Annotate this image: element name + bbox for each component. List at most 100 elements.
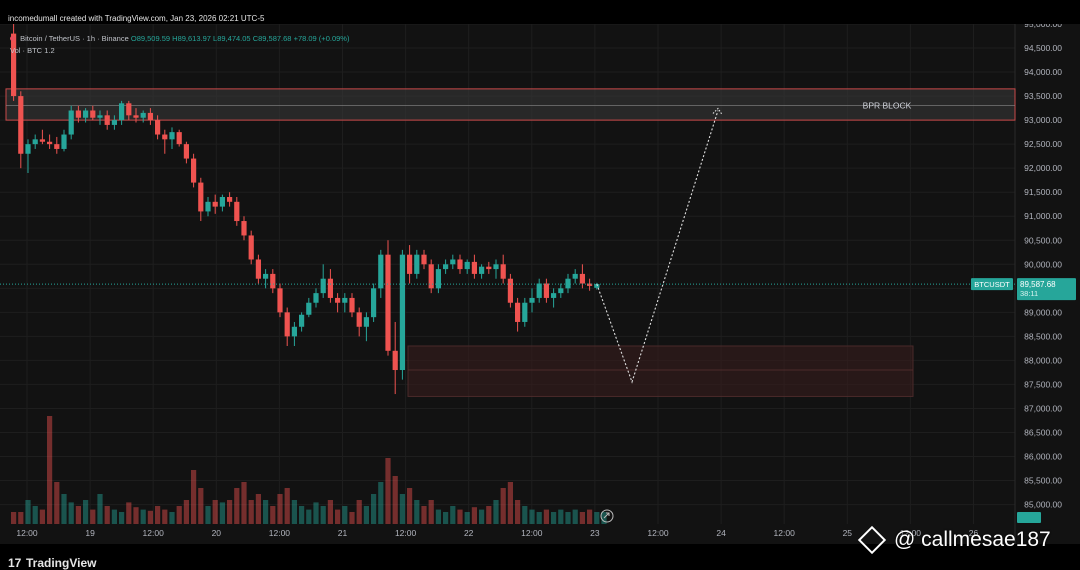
candle-body [11, 33, 17, 97]
candle-body [320, 278, 326, 294]
volume-bar [471, 507, 477, 524]
volume-bar [126, 502, 132, 524]
candle-body [169, 132, 175, 140]
candle-body [147, 112, 153, 121]
volume-bar [507, 482, 513, 524]
legend-close: C89,587.68 [252, 34, 292, 43]
volume-bar [227, 500, 233, 524]
candle-body [83, 110, 89, 118]
candle-body [162, 134, 168, 140]
volume-bar [378, 482, 384, 524]
volume-bar [104, 506, 110, 524]
candle-body [263, 273, 269, 279]
volume-bar [543, 509, 549, 524]
chart-area[interactable]: 95,000.00 94,500.00 94,000.00 93,500.00 93,0… [0, 24, 1080, 544]
volume-bar [11, 512, 17, 524]
watermark-text: @ callmesae187 [894, 528, 1051, 551]
current-price-tag[interactable] [1017, 278, 1076, 301]
go-to-realtime-icon[interactable] [600, 509, 614, 523]
candle-body [371, 288, 377, 318]
volume-bar [486, 506, 492, 524]
candle-body [385, 254, 391, 351]
binance-diamond-icon [857, 525, 887, 555]
candle-body [356, 312, 362, 327]
candle-body [471, 261, 477, 274]
volume-bar [83, 500, 89, 524]
volume-bar [457, 509, 463, 524]
candle-body [255, 259, 261, 279]
candle-body [486, 266, 492, 270]
candle-body [39, 139, 45, 142]
candle-body [219, 197, 225, 207]
candle-body [529, 297, 535, 303]
time-axis-label: 20 [212, 528, 222, 538]
price-chart[interactable]: 95,000.00 94,500.00 94,000.00 93,500.00 93,0… [0, 24, 1080, 544]
price-countdown: 38:11 [1020, 289, 1038, 298]
price-axis-label: 90,500.00 [1024, 235, 1062, 245]
volume-bar [61, 494, 67, 524]
candle-body [313, 293, 319, 303]
volume-bar [392, 476, 398, 524]
legend-open: O89,509.59 [130, 34, 171, 43]
candle-body [407, 254, 413, 274]
candle-body [191, 158, 197, 183]
volume-bar [421, 506, 427, 524]
candle-body [587, 283, 593, 286]
time-axis-label: 12:00 [647, 528, 669, 538]
volume-bar [68, 502, 74, 524]
volume-bar [255, 494, 261, 524]
candle-body [457, 259, 463, 270]
legend-volume-label[interactable]: Vol · BTC [10, 46, 43, 55]
volume-bar [572, 509, 578, 524]
created-by-text: incomedumall created with TradingView.co… [8, 14, 265, 23]
volume-bar [500, 488, 506, 524]
go-to-arrow-icon [603, 512, 610, 519]
candle-body [111, 120, 117, 125]
candle-body [75, 110, 81, 118]
price-axis-label: 94,000.00 [1024, 67, 1062, 77]
volume-bar [219, 502, 225, 524]
volume-bar [335, 509, 341, 524]
price-axis-label: 94,500.00 [1024, 43, 1062, 53]
volume-bar [270, 506, 276, 524]
candle-body [551, 293, 557, 298]
time-axis-label: 24 [716, 528, 726, 538]
volume-bar [54, 482, 60, 524]
price-axis-label: 88,500.00 [1024, 331, 1062, 341]
price-axis-label: 86,000.00 [1024, 452, 1062, 462]
time-axis-label: 21 [338, 528, 348, 538]
candle-body [565, 278, 571, 289]
candle-body [435, 269, 441, 289]
candle-body [579, 273, 585, 284]
legend-symbol[interactable]: Bitcoin / TetherUS · 1h · Binance [20, 34, 129, 43]
tradingview-logo: 17 TradingView [8, 556, 97, 570]
volume-bar [212, 500, 218, 524]
price-axis-label: 92,000.00 [1024, 163, 1062, 173]
volume-bar [183, 500, 189, 524]
volume-bar [407, 488, 413, 524]
volume-bar [205, 506, 211, 524]
time-axis-label: 12:00 [395, 528, 417, 538]
volume-bar [363, 506, 369, 524]
volume-bar [133, 507, 139, 524]
candle-body [479, 266, 485, 274]
candle-body [241, 221, 247, 236]
volume-bar [306, 509, 312, 524]
volume-bar [47, 416, 53, 524]
volume-bar [263, 500, 269, 524]
candle-body [32, 139, 38, 145]
footer-bar [0, 544, 1080, 566]
volume-bar [147, 510, 153, 524]
candle-body [205, 201, 211, 212]
candle-body [248, 235, 254, 260]
candle-body [399, 254, 405, 371]
demand-zone [407, 345, 914, 397]
candle-body [572, 273, 578, 279]
tradingview-mark-icon: 17 [8, 556, 22, 570]
candle-body [133, 115, 139, 118]
price-axis-label: 85,500.00 [1024, 476, 1062, 486]
volume-bar [39, 509, 45, 524]
legend-low: L89,474.05 [213, 34, 251, 43]
symbol-label-box[interactable] [971, 278, 1013, 291]
volume-bar [327, 500, 333, 524]
